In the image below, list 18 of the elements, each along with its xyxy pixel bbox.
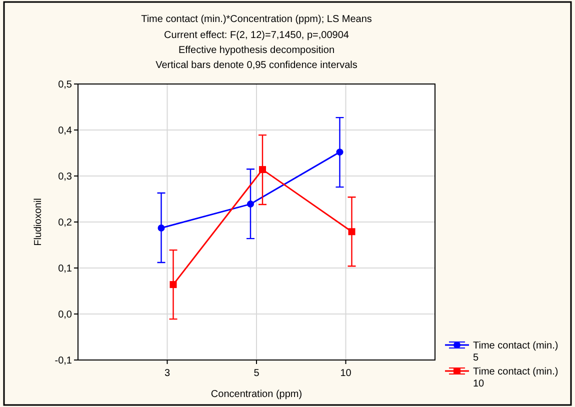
legend-label: Time contact (min.) 5	[473, 340, 558, 364]
text: Current effect: F(2, 12)=7,1450, p=,00904	[164, 30, 350, 41]
y-axis-title: Fludioxonil	[33, 198, 44, 246]
text: Vertical bars denote 0,95 confidence intervals	[156, 60, 358, 71]
y-tick-label: 0,0	[58, 310, 72, 320]
x-tick-label: 10	[340, 368, 352, 379]
legend-label: Time contact (min.) 10	[473, 366, 558, 390]
y-tick-label: 0,2	[58, 218, 72, 228]
y-tick-label: 0,4	[58, 126, 72, 136]
x-axis-title: Concentration (ppm)	[210, 389, 302, 400]
text: Effective hypothesis decomposition	[178, 45, 335, 56]
y-tick-label: 0,3	[58, 172, 72, 182]
chart-title: Time contact (min.)*Concentration (ppm); LS Means	[141, 14, 372, 25]
y-tick-label: 0,1	[58, 264, 72, 274]
x-tick-label: 3	[164, 368, 170, 379]
y-tick-label: 0,5	[58, 80, 72, 90]
y-tick-label: -0,1	[54, 356, 72, 366]
x-tick-label: 5	[254, 368, 260, 379]
